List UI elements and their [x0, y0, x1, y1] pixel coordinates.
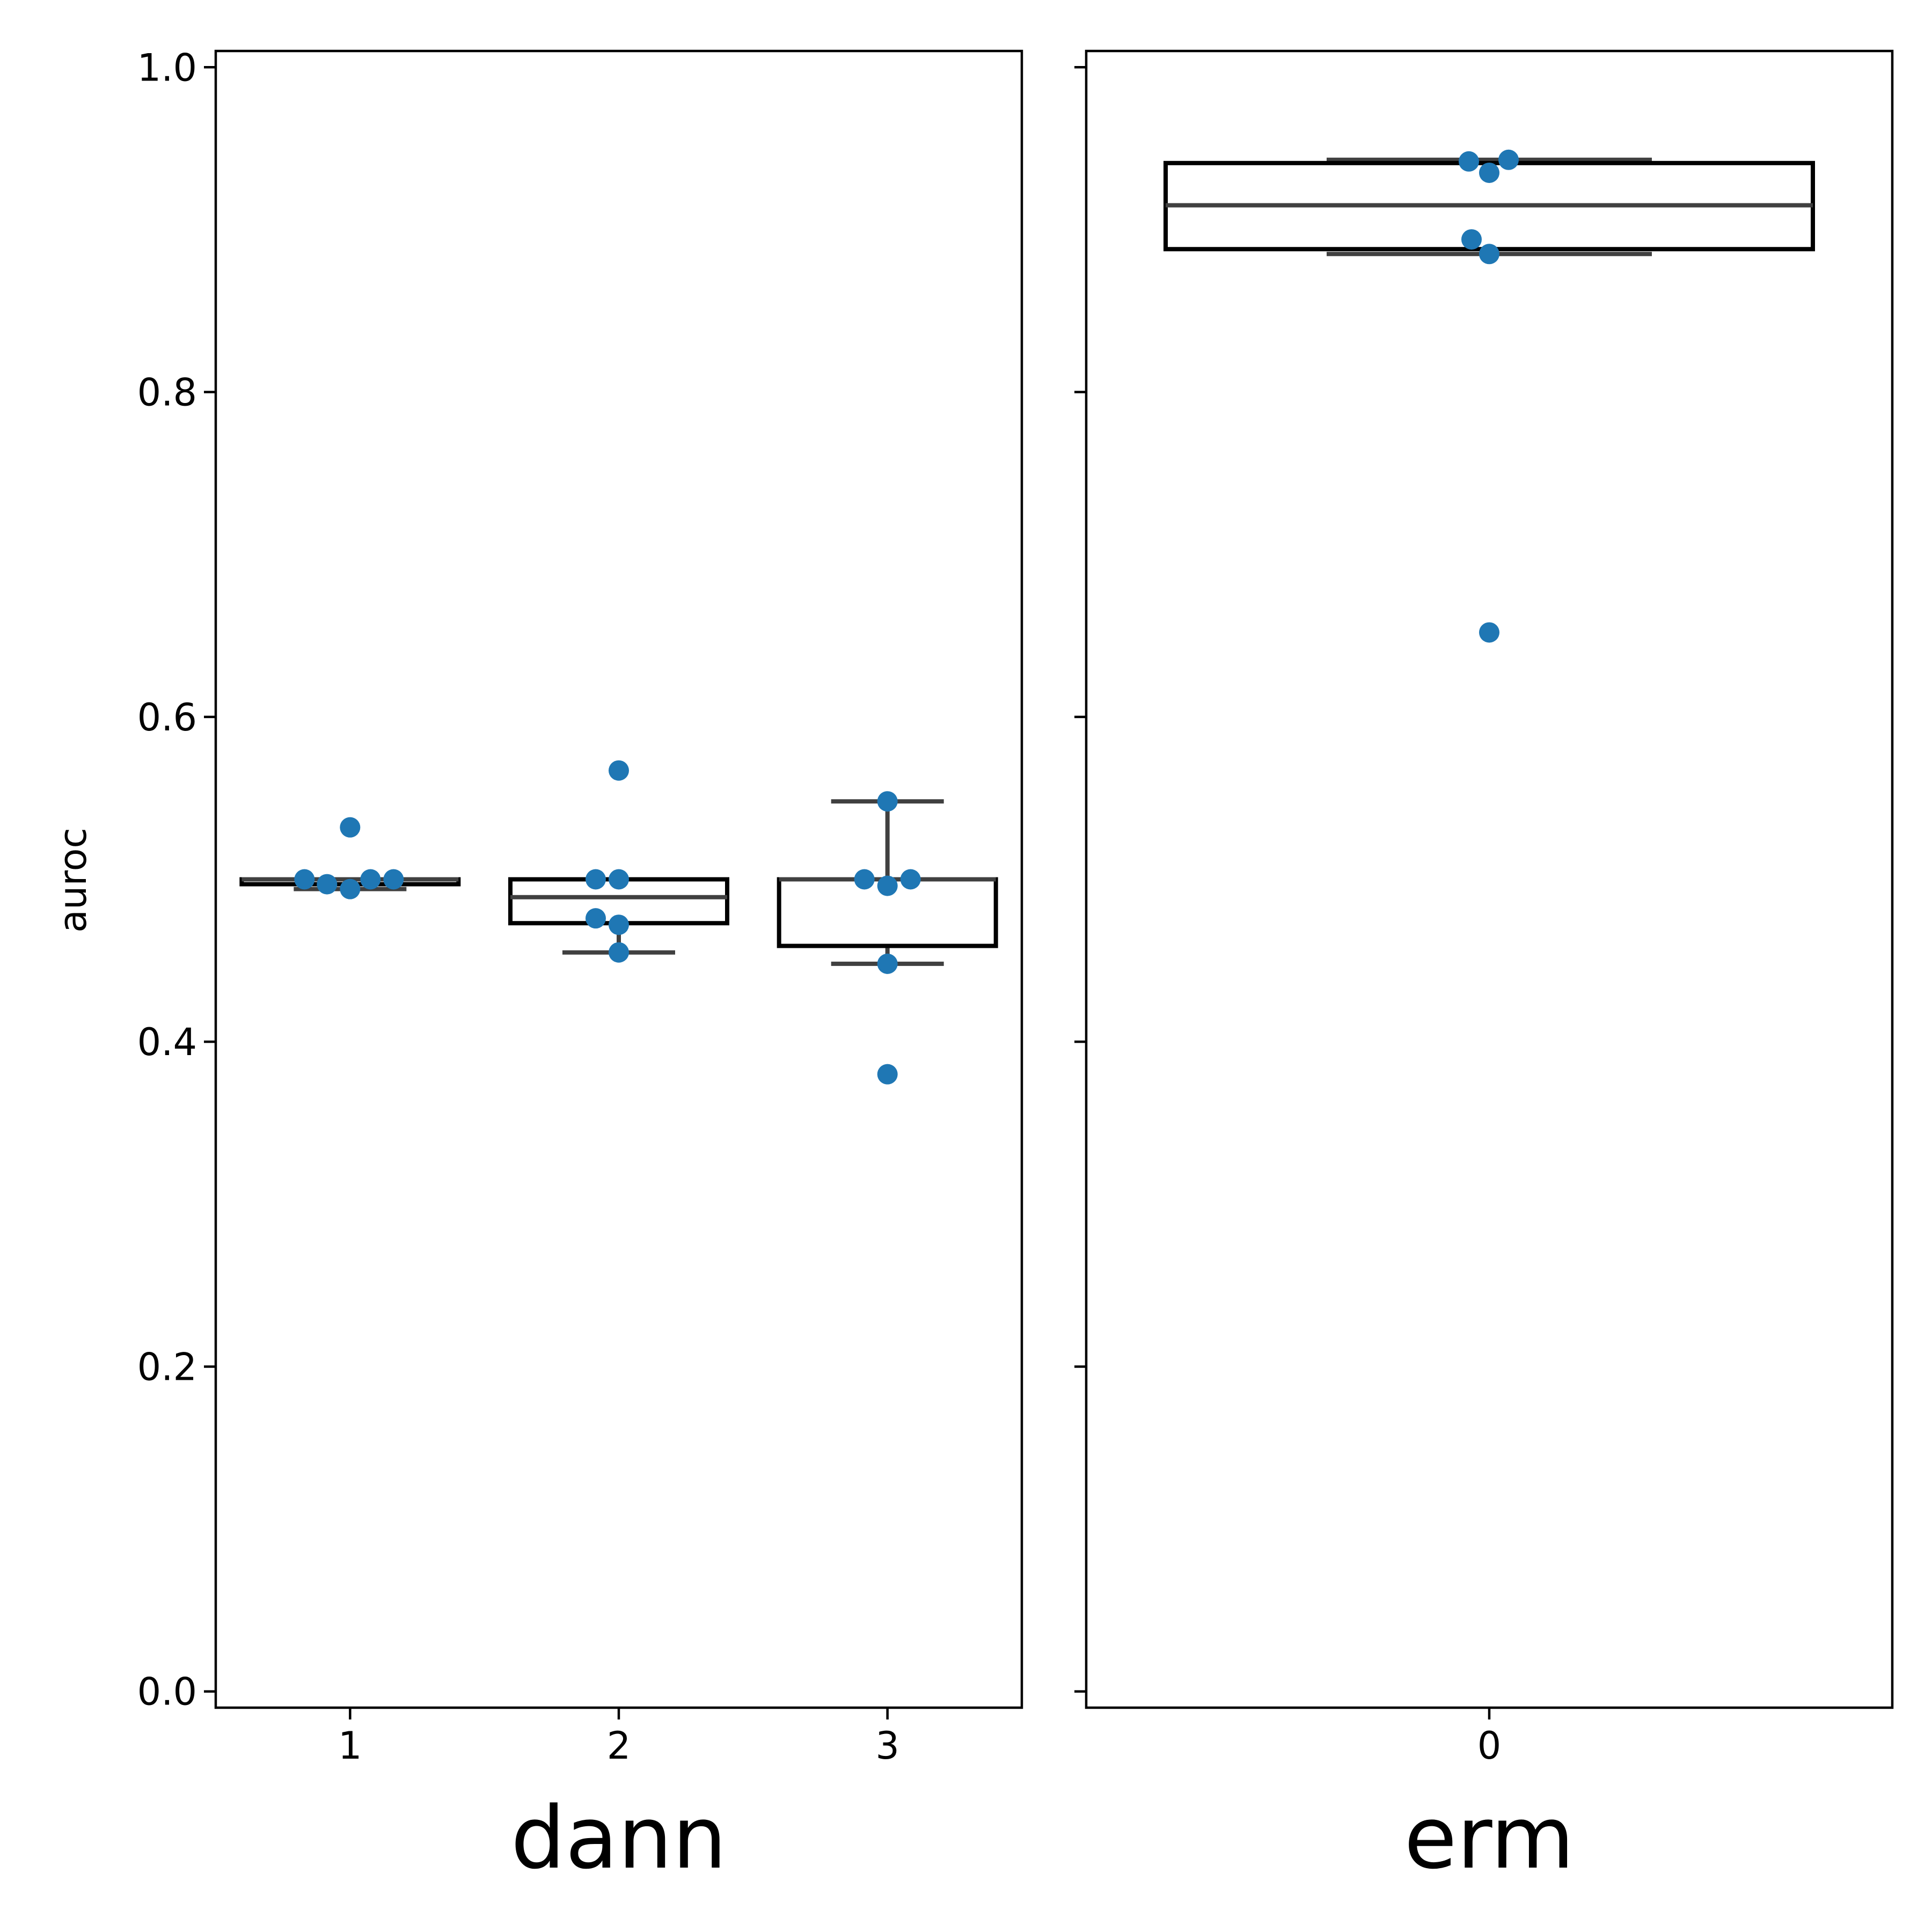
data-point — [609, 942, 629, 963]
x-axis-label-erm: erm — [1404, 1788, 1574, 1888]
x-axis-dann: 1 2 3 — [338, 1708, 899, 1768]
data-point — [586, 908, 606, 929]
x-tick-label: 3 — [875, 1724, 899, 1768]
data-point — [609, 869, 629, 890]
data-point — [877, 791, 898, 812]
data-point — [340, 817, 361, 838]
y-tick-label: 0.8 — [137, 371, 197, 415]
y-axis: 0.0 0.2 0.4 0.6 0.8 1.0 — [137, 46, 216, 1714]
y-tick-label: 0.2 — [137, 1345, 197, 1389]
data-point — [877, 1064, 898, 1085]
data-point — [317, 874, 338, 895]
data-point — [900, 869, 921, 890]
data-point — [1459, 151, 1479, 172]
y-tick-label: 1.0 — [137, 46, 197, 90]
data-point — [1461, 229, 1482, 250]
data-point — [1479, 162, 1499, 183]
y-axis-ticks-right — [1074, 66, 1086, 1693]
x-tick-label: 2 — [607, 1724, 631, 1768]
data-point — [609, 914, 629, 935]
data-point — [1479, 244, 1499, 265]
erm-axes-frame — [1085, 49, 1894, 1709]
x-axis-label-dann: dann — [511, 1788, 727, 1888]
y-tick-label: 0.6 — [137, 696, 197, 740]
erm-panel: 0 erm — [1074, 49, 1894, 1888]
y-axis-label: auroc — [51, 828, 95, 933]
x-tick-label: 1 — [338, 1724, 362, 1768]
erm-points — [1459, 149, 1519, 643]
x-tick-label: 0 — [1477, 1724, 1502, 1768]
dann-panel: 0.0 0.2 0.4 0.6 0.8 1.0 1 2 3 auroc dann — [51, 46, 1023, 1888]
y-tick-label: 0.4 — [137, 1020, 197, 1064]
data-point — [1498, 149, 1519, 170]
data-point — [877, 875, 898, 896]
y-tick-label: 0.0 — [137, 1670, 197, 1714]
data-point — [383, 869, 404, 890]
data-point — [294, 869, 315, 890]
data-point — [609, 760, 629, 781]
x-axis-erm: 0 — [1477, 1708, 1502, 1768]
data-point — [854, 869, 875, 890]
data-point — [340, 879, 361, 899]
data-point — [1479, 622, 1499, 643]
data-point — [877, 953, 898, 974]
dann-points — [294, 760, 921, 1085]
data-point — [360, 869, 381, 890]
data-point — [586, 869, 606, 890]
